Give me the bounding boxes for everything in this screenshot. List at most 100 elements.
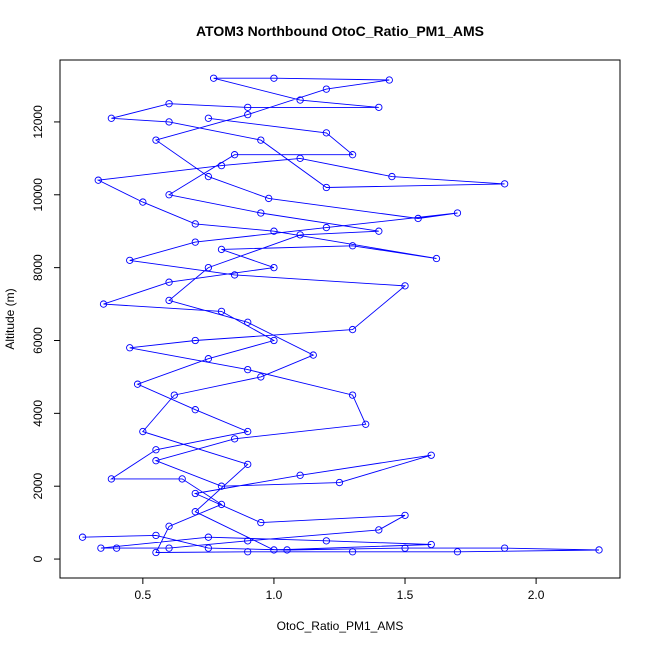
data-point [97,544,105,552]
data-point [133,380,142,388]
data-point [165,118,173,126]
data-point [191,238,199,246]
data-point [322,183,331,192]
data-point [401,544,409,552]
data-point [257,136,265,144]
data-point [335,478,344,487]
data-point [244,460,252,468]
data-point [107,114,116,122]
data-point [139,198,147,206]
data-point [139,427,147,436]
data-point [244,427,252,436]
data-point [126,344,134,352]
data-point [257,518,265,527]
data-point [322,85,331,93]
data-point [375,227,383,235]
data-point [204,355,213,363]
data-point [270,336,278,345]
data-point [217,500,226,509]
data-point [78,533,87,541]
data-point [362,420,370,428]
data-point [244,318,252,326]
data-point [204,263,213,272]
data-point [270,263,278,272]
data-point [348,325,357,334]
data-point [453,209,462,217]
data-point [165,191,173,199]
data-point [191,508,199,516]
data-point [388,172,396,181]
data-point [500,544,509,552]
data-point [217,482,226,490]
data-point [209,74,218,82]
data-point [414,214,422,223]
data-point [244,365,252,374]
data-point [296,471,304,479]
data-point [375,103,383,112]
plot-frame [59,59,621,579]
data-point [427,540,435,549]
x-tick-label: 1.0 [266,588,283,602]
data-point [257,373,265,381]
chart-title: ATOM3 Northbound OtoC_Ratio_PM1_AMS [196,23,484,39]
data-point [348,391,357,399]
y-tick-label: 4000 [31,400,45,427]
data-point [270,546,278,554]
data-point [230,435,239,443]
data-point [296,154,304,163]
x-tick-label: 0.5 [135,588,152,602]
data-point [191,220,199,228]
data-point [453,548,462,556]
data-point [270,74,278,82]
data-point [152,531,160,540]
data-point [165,296,173,305]
y-tick-label: 12000 [31,105,45,139]
data-point [432,254,441,263]
data-point [322,537,331,545]
data-point [204,114,213,122]
data-point [265,194,273,203]
data-point [401,511,409,519]
x-tick-label: 1.5 [397,588,414,602]
y-axis-label: Altitude (m) [3,288,17,349]
data-point [296,96,304,104]
data-point [322,223,331,232]
data-point [204,172,213,181]
data-point [165,522,173,530]
x-axis-label: OtoC_Ratio_PM1_AMS [277,619,404,633]
data-point [94,176,102,184]
data-point [204,544,213,552]
y-tick-label: 0 [31,555,45,562]
data-point [152,136,160,144]
data-point [309,351,317,359]
data-point [152,457,160,465]
data-point [244,110,252,119]
data-point [204,533,213,541]
data-point [348,242,357,250]
data-point [217,161,226,170]
data-point [191,406,199,414]
data-point [401,282,409,290]
data-point [244,537,252,545]
data-point [296,231,304,239]
data-point [230,271,239,279]
data-point [112,544,121,552]
data-point [126,256,134,265]
data-point [191,336,199,345]
data-point [348,151,357,159]
data-point [427,451,435,459]
y-tick-label: 10000 [31,178,45,212]
data-line [82,77,600,553]
data-point [500,180,509,188]
data-point [283,546,291,554]
data-point [375,526,383,534]
data-point [152,446,160,454]
data-point [107,475,116,483]
x-tick-label: 2.0 [528,588,545,602]
y-tick-label: 6000 [31,327,45,354]
data-point [244,103,252,112]
data-point [270,227,278,235]
data-point [230,151,239,159]
data-point [385,76,393,84]
